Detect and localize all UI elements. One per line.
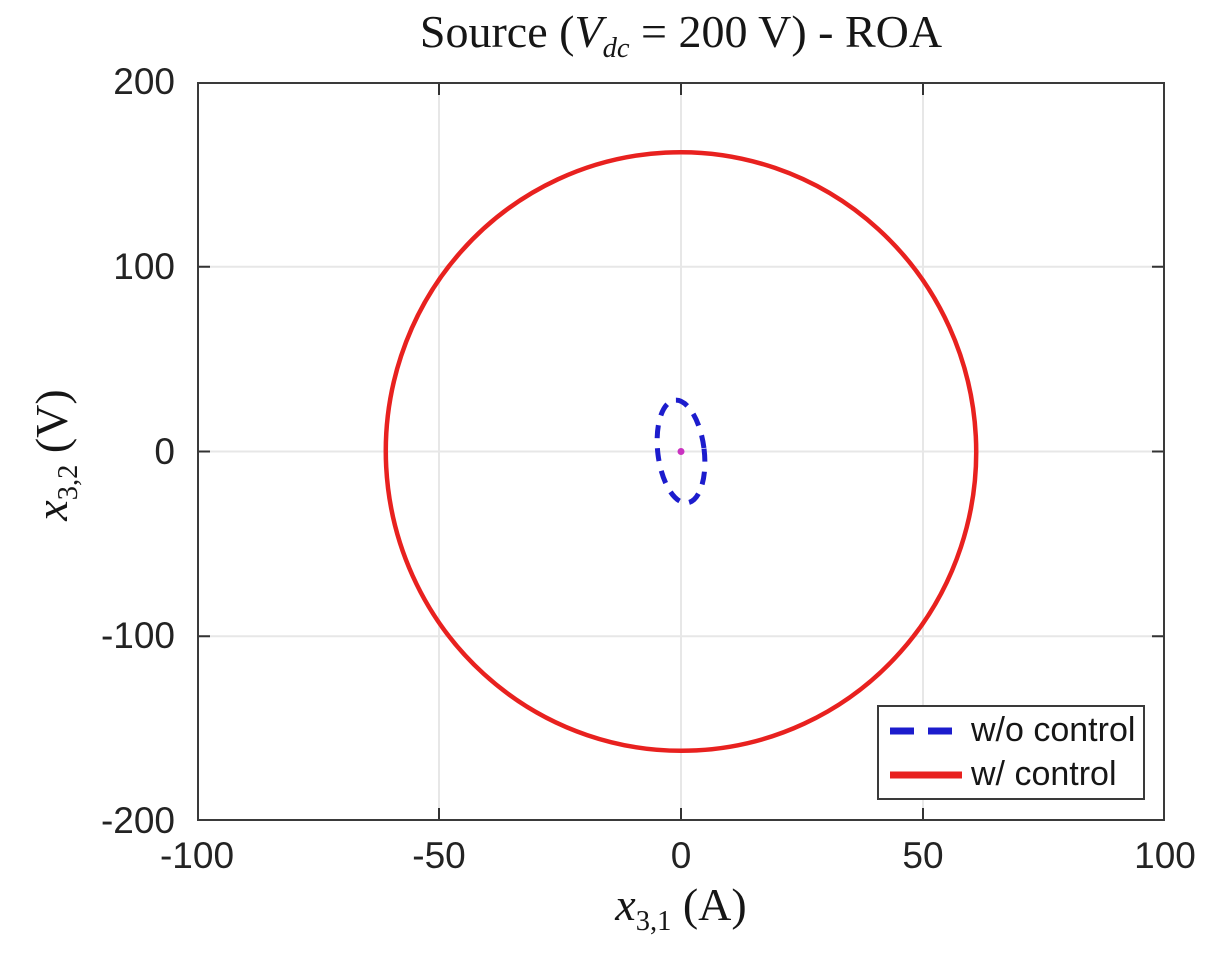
y-tick-label: 0: [154, 430, 175, 472]
axes-box: [197, 82, 1165, 821]
legend-entry-w-control: w/ control: [879, 753, 1143, 797]
legend-label-w-control: w/ control: [971, 755, 1117, 793]
x-tick-label: -100: [159, 835, 235, 876]
title-subscript: dc: [602, 33, 630, 65]
equilibrium-point: [677, 448, 685, 455]
x-axis-variable: x: [615, 879, 636, 930]
legend-solid-line-sample: [890, 771, 962, 778]
legend-label-wo-control: w/o control: [971, 711, 1136, 749]
x-tick-label: 0: [670, 835, 692, 876]
x-tick-label: 100: [1134, 835, 1196, 876]
legend: w/o control w/ control: [877, 705, 1145, 800]
chart-title: Source (Vdc = 200 V) - ROA: [197, 5, 1165, 65]
y-tick-label: -100: [100, 615, 175, 657]
y-tick-label: -200: [100, 800, 175, 841]
plot-canvas: [197, 82, 1165, 821]
plot-area: [197, 82, 1165, 821]
y-axis-variable: x: [26, 500, 77, 521]
x-axis-subscript: 3,1: [635, 906, 672, 938]
x-axis-label: x3,1 (A): [197, 878, 1165, 938]
title-text-pre: Source (: [419, 6, 575, 57]
title-variable: V: [574, 6, 603, 57]
y-tick-label: 100: [113, 245, 175, 287]
x-axis-unit: (A): [671, 879, 747, 930]
title-text-post: = 200 V) - ROA: [629, 6, 943, 57]
x-tick-label: -50: [412, 835, 466, 876]
y-tick-label: 200: [113, 61, 175, 102]
legend-entry-wo-control: w/o control: [879, 709, 1143, 753]
legend-dashed-line-sample: [890, 727, 962, 734]
x-tick-label: 50: [902, 835, 944, 876]
roa-boundary-w-control: [383, 149, 979, 754]
